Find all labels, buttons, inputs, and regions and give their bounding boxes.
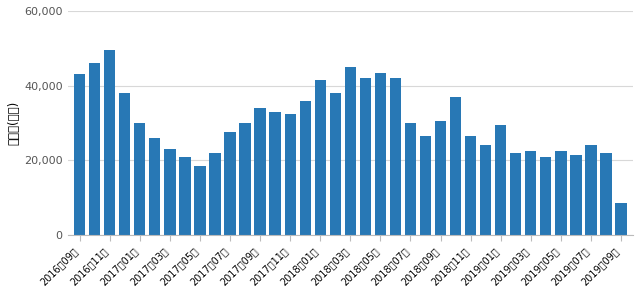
Bar	[586, 145, 596, 235]
Bar	[600, 153, 612, 235]
Bar	[134, 123, 145, 235]
Bar	[570, 155, 582, 235]
Bar	[390, 78, 401, 235]
Bar	[89, 63, 100, 235]
Bar	[480, 145, 492, 235]
Bar	[420, 136, 431, 235]
Bar	[74, 74, 85, 235]
Bar	[540, 157, 552, 235]
Bar	[405, 123, 416, 235]
Bar	[616, 203, 627, 235]
Bar	[525, 151, 536, 235]
Bar	[119, 93, 131, 235]
Bar	[435, 121, 446, 235]
Bar	[465, 136, 476, 235]
Bar	[179, 157, 191, 235]
Bar	[360, 78, 371, 235]
Bar	[285, 114, 296, 235]
Y-axis label: 거래량(건수): 거래량(건수)	[7, 101, 20, 145]
Bar	[255, 108, 266, 235]
Bar	[104, 50, 115, 235]
Bar	[345, 67, 356, 235]
Bar	[495, 125, 506, 235]
Bar	[239, 123, 251, 235]
Bar	[315, 80, 326, 235]
Bar	[375, 73, 386, 235]
Bar	[269, 112, 281, 235]
Bar	[450, 97, 461, 235]
Bar	[556, 151, 566, 235]
Bar	[330, 93, 341, 235]
Bar	[300, 101, 311, 235]
Bar	[164, 149, 175, 235]
Bar	[510, 153, 522, 235]
Bar	[225, 132, 236, 235]
Bar	[195, 166, 205, 235]
Bar	[209, 153, 221, 235]
Bar	[149, 138, 161, 235]
